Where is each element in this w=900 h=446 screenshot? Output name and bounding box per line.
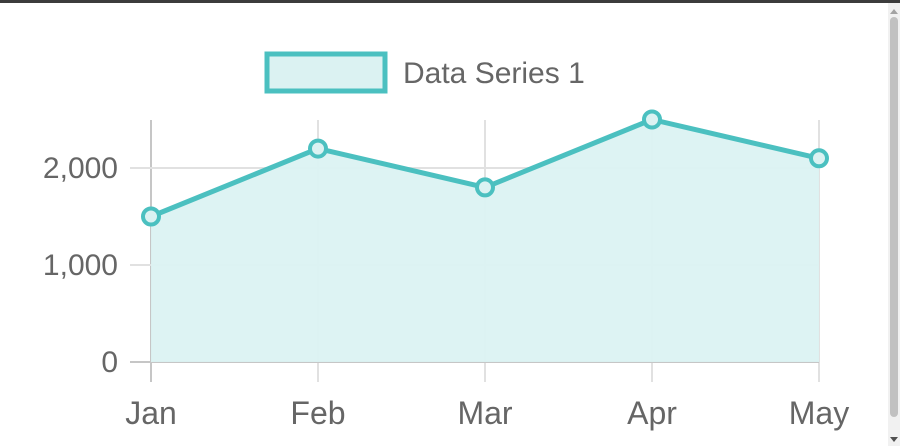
scroll-down-arrow-icon[interactable] [890, 437, 898, 442]
x-tick-label-apr: Apr [627, 395, 677, 431]
scroll-up-arrow-icon[interactable] [890, 9, 898, 14]
y-tick-label-2: 2,000 [43, 152, 118, 185]
legend-label[interactable]: Data Series 1 [403, 57, 585, 90]
x-tick-label-feb: Feb [290, 395, 345, 431]
x-tick-label-jan: Jan [125, 395, 177, 431]
legend-swatch[interactable] [264, 51, 388, 94]
x-tick-label-may: May [789, 395, 849, 431]
data-point-apr [642, 109, 662, 130]
y-tick-label-0: 0 [101, 346, 118, 379]
vertical-scrollbar[interactable] [888, 3, 900, 446]
legend[interactable]: Data Series 1 [264, 51, 585, 94]
x-tick-label-mar: Mar [457, 395, 512, 431]
area-chart: 0 1,000 2,000 Jan Feb Mar Apr May Data Series … [43, 51, 849, 431]
window-top-border [0, 0, 900, 3]
series-points [141, 109, 829, 227]
data-point-feb [308, 138, 328, 159]
y-tick-label-1: 1,000 [43, 249, 118, 282]
data-point-jan [141, 206, 161, 227]
data-point-may [809, 148, 829, 169]
data-point-mar [475, 177, 495, 198]
scrollbar-thumb[interactable] [890, 17, 898, 417]
series-area-fill [151, 119, 819, 362]
x-axis-tick-labels: Jan Feb Mar Apr May [125, 395, 849, 431]
y-axis-tick-labels: 0 1,000 2,000 [43, 152, 118, 379]
